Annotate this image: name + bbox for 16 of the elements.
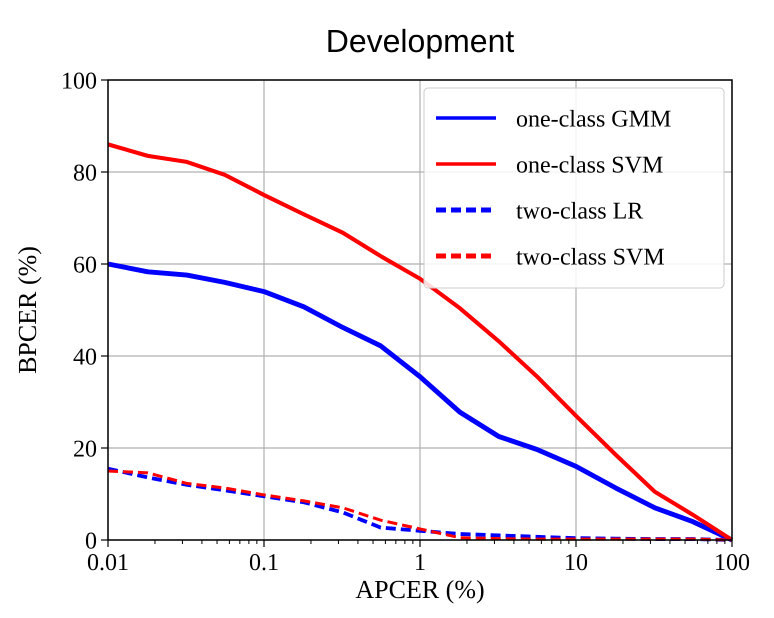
x-tick-label: 1 bbox=[414, 550, 426, 576]
y-tick-label: 100 bbox=[61, 68, 97, 94]
legend-label: one-class GMM bbox=[516, 106, 672, 132]
x-axis-title: APCER (%) bbox=[355, 575, 485, 604]
chart-title: Development bbox=[326, 23, 514, 59]
y-tick-label: 80 bbox=[73, 160, 97, 186]
y-axis-title: BPCER (%) bbox=[13, 246, 42, 374]
legend-label: two-class LR bbox=[516, 198, 644, 224]
x-tick-label: 0.1 bbox=[249, 550, 279, 576]
legend-label: one-class SVM bbox=[516, 152, 664, 178]
x-tick-label: 10 bbox=[564, 550, 588, 576]
legend-label: two-class SVM bbox=[516, 244, 665, 270]
y-tick-label: 20 bbox=[73, 436, 97, 462]
y-tick-label: 40 bbox=[73, 344, 97, 370]
y-tick-label: 60 bbox=[73, 252, 97, 278]
x-tick-label: 100 bbox=[714, 550, 750, 576]
